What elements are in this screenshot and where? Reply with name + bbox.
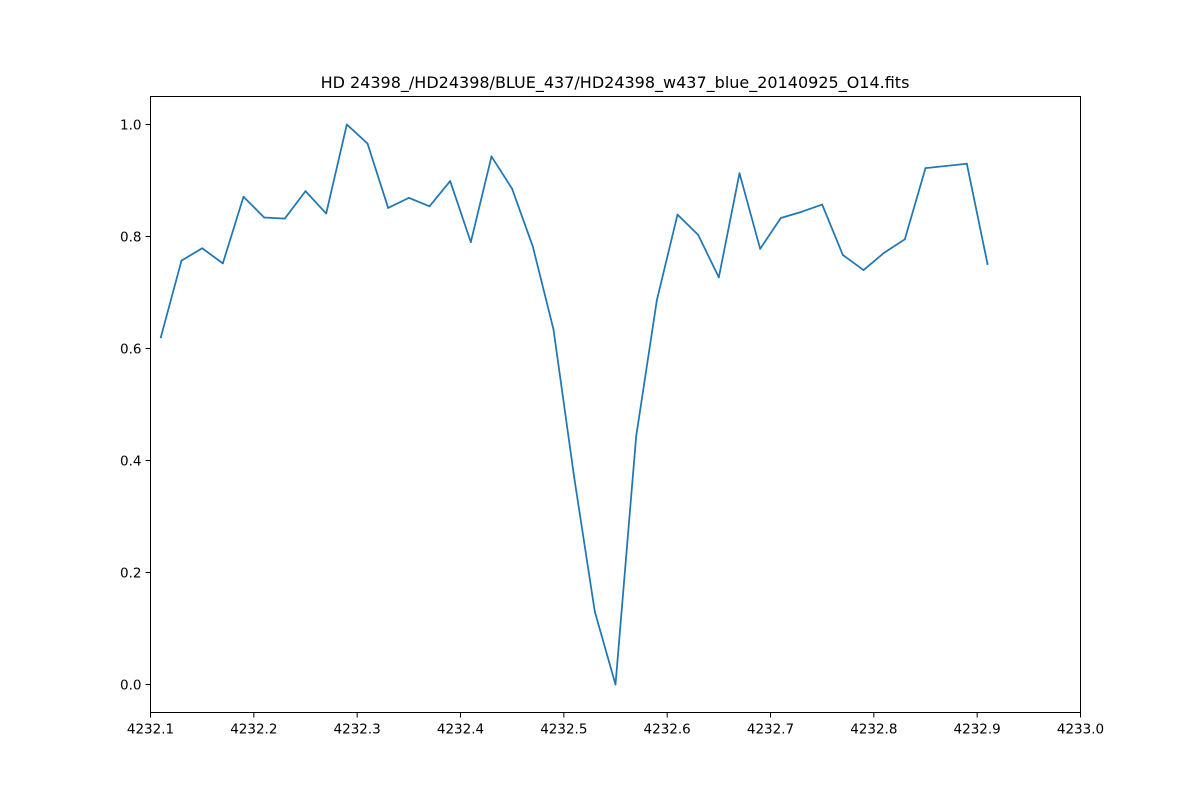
data-point [201, 247, 204, 250]
y-tick-label: 0.8 [120, 230, 141, 246]
data-point [593, 610, 596, 613]
data-point [242, 195, 245, 198]
data-point [283, 217, 286, 220]
data-point [511, 188, 514, 190]
data-point [883, 251, 886, 254]
x-tick-label: 4233.0 [1057, 722, 1104, 738]
data-point [676, 213, 679, 216]
data-point [717, 276, 720, 279]
data-point [738, 172, 741, 175]
data-point [614, 683, 617, 686]
data-point [862, 269, 865, 271]
data-point [655, 299, 658, 302]
y-tick-label: 0.2 [120, 566, 141, 582]
data-point [428, 205, 431, 208]
x-tick-label: 4232.1 [127, 722, 174, 738]
data-point [759, 247, 762, 250]
data-point [180, 259, 183, 262]
data-point [449, 180, 452, 182]
data-point [573, 476, 576, 479]
x-tick-label: 4232.2 [230, 722, 277, 738]
data-point [635, 435, 638, 438]
data-point [841, 254, 844, 256]
x-tick-label: 4232.6 [644, 722, 691, 738]
data-point [263, 216, 266, 219]
data-point [345, 123, 348, 126]
data-point [697, 233, 700, 236]
data-point [490, 155, 493, 158]
x-axis: 4232.1 4232.2 4232.3 4232.4 4232.5 4232.6 4232… [127, 712, 1104, 738]
y-axis: 0.0 0.2 0.4 0.6 0.8 1.0 [120, 118, 151, 694]
data-point [965, 162, 968, 165]
data-point [469, 241, 472, 244]
x-tick-label: 4232.3 [334, 722, 381, 738]
data-point [986, 263, 989, 265]
data-point [366, 142, 369, 145]
data-point [221, 262, 224, 265]
data-point [304, 190, 307, 193]
x-tick-label: 4232.5 [540, 722, 587, 738]
y-tick-label: 1.0 [120, 118, 141, 134]
x-tick-label: 4232.4 [437, 722, 484, 738]
data-point [945, 165, 948, 167]
data-point [800, 210, 803, 213]
y-tick-label: 0.4 [120, 454, 141, 470]
plot-area [159, 123, 989, 686]
data-point [407, 196, 410, 199]
data-point [903, 238, 906, 241]
data-point [531, 245, 534, 248]
data-point [924, 167, 927, 170]
chart-title: HD 24398_/HD24398/BLUE_437/HD24398_w437_… [321, 73, 910, 93]
y-tick-label: 0.6 [120, 342, 141, 358]
data-point [159, 336, 162, 339]
x-tick-label: 4232.9 [954, 722, 1001, 738]
data-point [552, 328, 555, 331]
data-point [779, 217, 782, 219]
axes-frame [150, 96, 1081, 713]
data-point [821, 203, 824, 206]
data-point [325, 212, 328, 215]
x-tick-label: 4232.8 [850, 722, 897, 738]
data-point [387, 207, 390, 209]
y-tick-label: 0.0 [120, 678, 141, 694]
x-tick-label: 4232.7 [747, 722, 794, 738]
